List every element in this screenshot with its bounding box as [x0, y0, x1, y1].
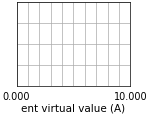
X-axis label: ent virtual value (A): ent virtual value (A)	[21, 102, 126, 112]
